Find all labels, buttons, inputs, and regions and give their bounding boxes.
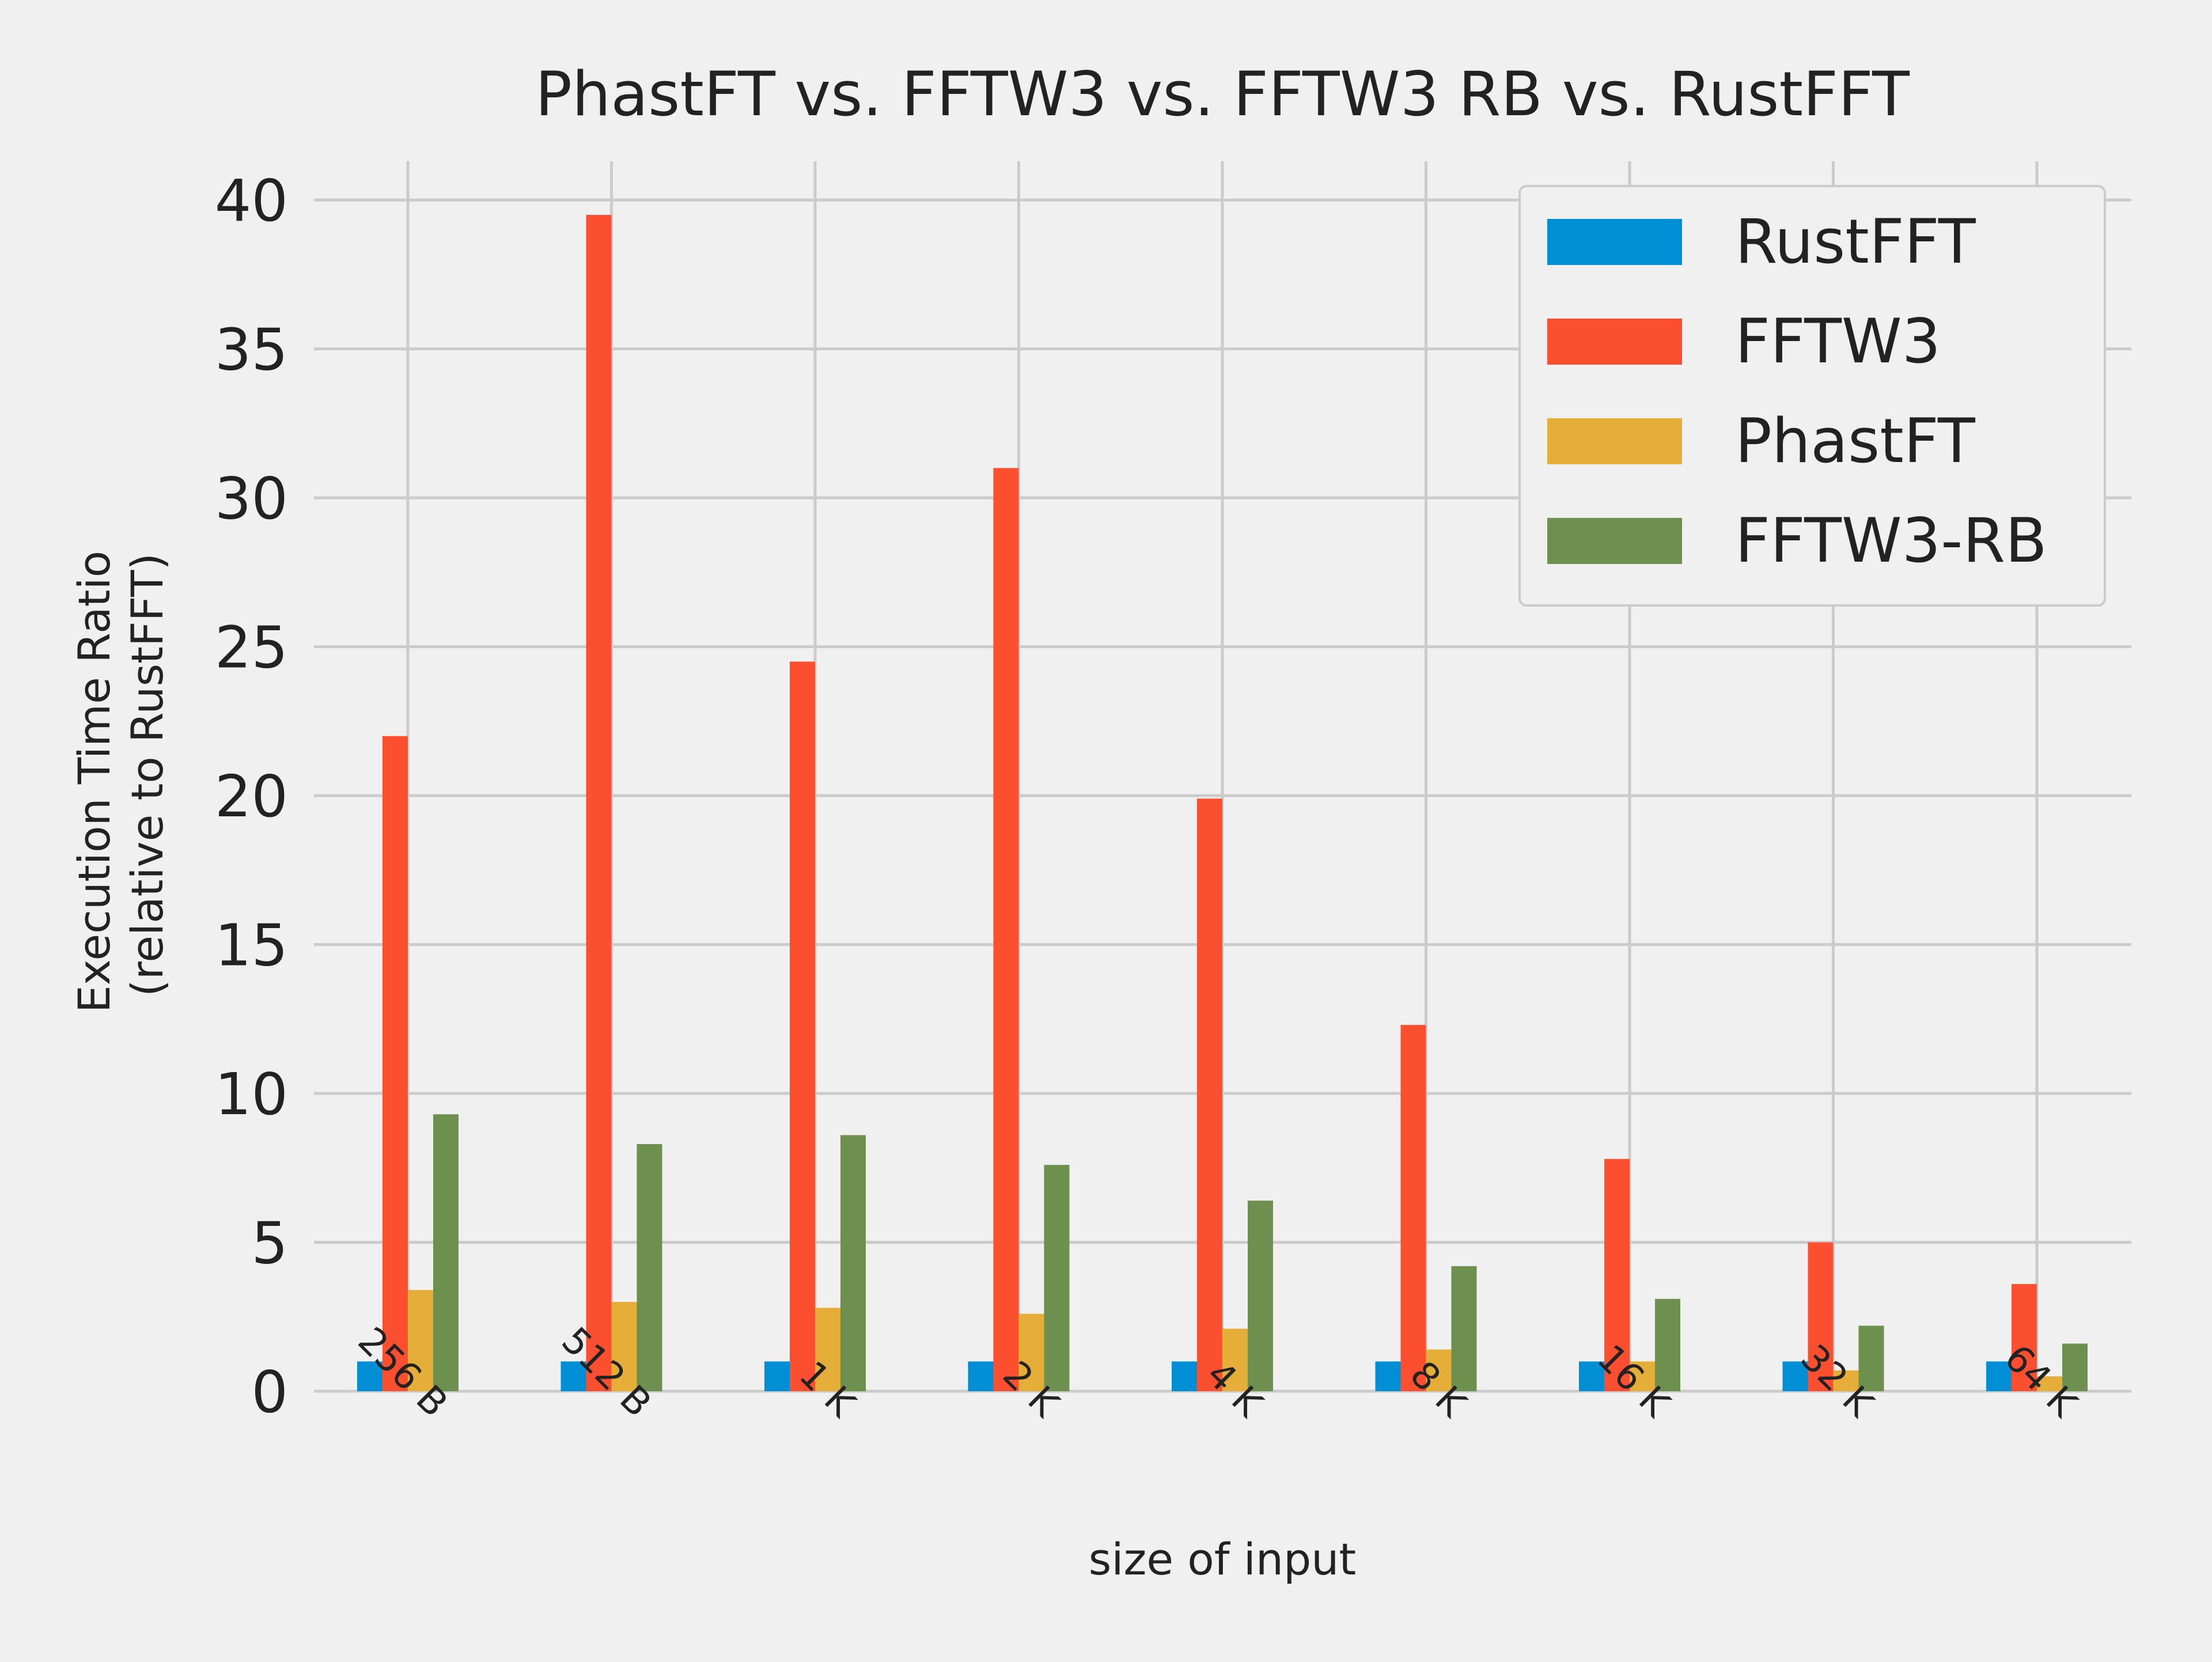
bar-fftw3 bbox=[586, 215, 612, 1392]
bar-layer bbox=[357, 215, 2088, 1392]
bar-fftw3-rb bbox=[1248, 1201, 1273, 1391]
bar-rustfft bbox=[764, 1361, 790, 1391]
y-axis-label: Execution Time Ratio (relative to RustFF… bbox=[69, 537, 173, 1013]
y-axis-label-line2: (relative to RustFFT) bbox=[122, 553, 173, 997]
y-tick-label: 40 bbox=[215, 167, 288, 234]
y-tick-label: 15 bbox=[215, 912, 288, 979]
y-tick-label: 0 bbox=[251, 1358, 288, 1426]
bar-fftw3 bbox=[790, 661, 815, 1391]
bar-fftw3-rb bbox=[637, 1144, 662, 1391]
bar-fftw3 bbox=[1808, 1242, 1834, 1391]
bar-fftw3 bbox=[1400, 1025, 1426, 1391]
y-tick-label: 5 bbox=[251, 1210, 288, 1277]
bar-fftw3-rb bbox=[2062, 1343, 2088, 1391]
bar-fftw3 bbox=[993, 468, 1019, 1391]
legend-label: FFTW3 bbox=[1735, 306, 1941, 377]
y-tick-label: 10 bbox=[215, 1061, 288, 1128]
bar-rustfft bbox=[560, 1361, 586, 1391]
bar-phastft bbox=[1426, 1349, 1452, 1391]
bar-rustfft bbox=[357, 1361, 382, 1391]
bar-rustfft bbox=[1172, 1361, 1197, 1391]
legend-label: PhastFT bbox=[1735, 406, 1976, 476]
legend-swatch bbox=[1547, 219, 1682, 265]
legend-items: RustFFT FFTW3 PhastFT FFTW3-RB bbox=[1547, 206, 2047, 576]
bar-phastft bbox=[2037, 1376, 2062, 1391]
bar-phastft bbox=[815, 1308, 840, 1391]
bar-rustfft bbox=[1375, 1361, 1401, 1391]
y-tick-label: 30 bbox=[215, 465, 288, 532]
y-tick-label: 20 bbox=[215, 763, 288, 830]
bar-fftw3-rb bbox=[1044, 1165, 1070, 1391]
bar-fftw3-rb bbox=[840, 1135, 866, 1391]
bar-phastft bbox=[1630, 1361, 1655, 1391]
legend-swatch bbox=[1547, 518, 1682, 564]
legend-label: RustFFT bbox=[1735, 206, 1976, 277]
bar-phastft bbox=[1833, 1370, 1859, 1391]
bar-phastft bbox=[611, 1301, 637, 1391]
legend-swatch bbox=[1547, 319, 1682, 365]
x-axis-label: size of input bbox=[1089, 1534, 1356, 1585]
bar-fftw3-rb bbox=[1451, 1266, 1477, 1391]
y-tick-label: 25 bbox=[215, 614, 288, 682]
bar-fftw3-rb bbox=[1858, 1326, 1884, 1391]
bar-fftw3 bbox=[1604, 1159, 1630, 1391]
y-tick-label: 35 bbox=[215, 316, 288, 384]
legend: RustFFT FFTW3 PhastFT FFTW3-RB bbox=[1518, 185, 2106, 607]
legend-swatch bbox=[1547, 418, 1682, 464]
bar-rustfft bbox=[1579, 1361, 1604, 1391]
bar-phastft bbox=[1018, 1313, 1044, 1391]
bar-fftw3-rb bbox=[433, 1114, 459, 1391]
chart-title: PhastFT vs. FFTW3 vs. FFTW3 RB vs. RustF… bbox=[535, 59, 1910, 130]
legend-frame bbox=[1518, 185, 2106, 607]
bar-phastft bbox=[1222, 1328, 1248, 1391]
bar-rustfft bbox=[1782, 1361, 1808, 1391]
legend-label: FFTW3-RB bbox=[1735, 505, 2047, 576]
bar-fftw3 bbox=[382, 736, 408, 1391]
bar-rustfft bbox=[1986, 1361, 2012, 1391]
bar-fftw3 bbox=[2012, 1284, 2037, 1391]
bar-rustfft bbox=[968, 1361, 994, 1391]
bar-fftw3-rb bbox=[1655, 1298, 1680, 1391]
bar-phastft bbox=[408, 1290, 433, 1391]
bar-fftw3 bbox=[1197, 798, 1222, 1391]
y-axis-label-line1: Execution Time Ratio bbox=[69, 551, 120, 1013]
